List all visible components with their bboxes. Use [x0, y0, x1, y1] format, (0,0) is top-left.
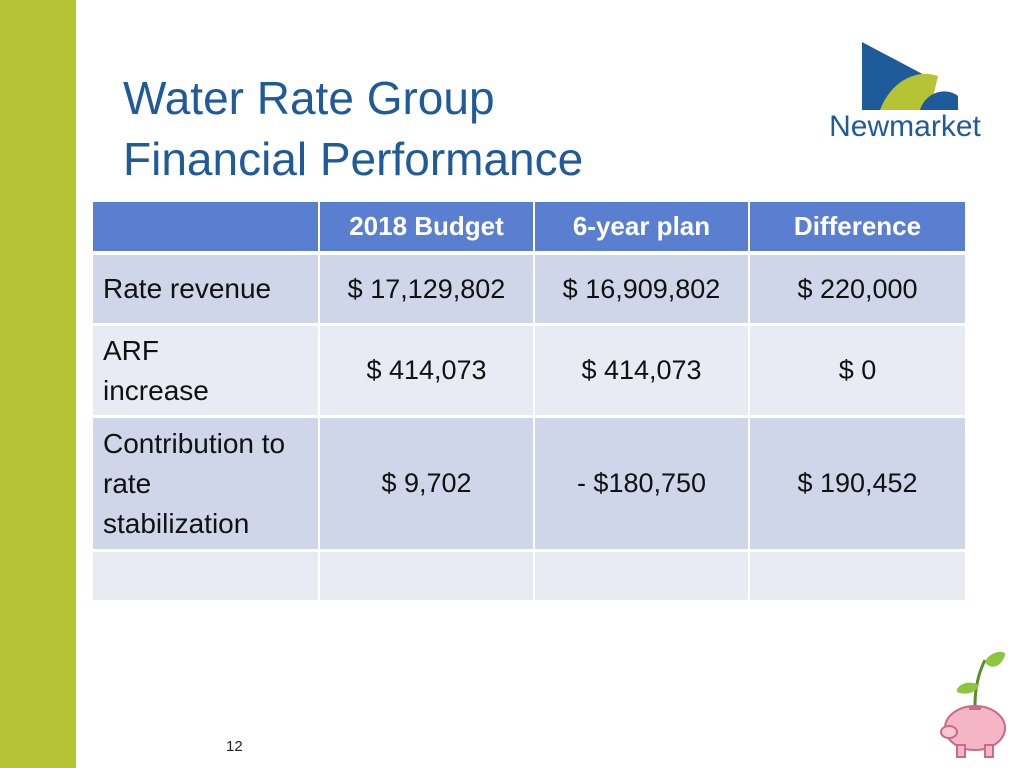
cell: $ 414,073: [535, 326, 748, 415]
title-line: Financial Performance: [123, 133, 584, 185]
side-bar: [0, 0, 76, 768]
cell: $ 0: [750, 326, 965, 415]
page-number: 12: [226, 738, 243, 755]
cell: $ 16,909,802: [535, 255, 748, 323]
header-cell: [93, 202, 318, 251]
empty-cell: [93, 552, 318, 600]
empty-cell: [750, 552, 965, 600]
row-label: Contribution to rate stabilization: [93, 418, 318, 549]
cell: $ 17,129,802: [320, 255, 533, 323]
title-line: Water Rate Group: [123, 72, 495, 124]
row-label: ARF increase: [93, 326, 318, 415]
logo: Newmarket: [829, 42, 982, 143]
cell: - $180,750: [535, 418, 748, 549]
cell: $ 9,702: [320, 418, 533, 549]
logo-text: Newmarket: [829, 110, 981, 143]
header-cell: Difference: [750, 202, 965, 251]
cell: $ 414,073: [320, 326, 533, 415]
header-cell: 6-year plan: [535, 202, 748, 251]
cell: $ 190,452: [750, 418, 965, 549]
header-cell: 2018 Budget: [320, 202, 533, 251]
empty-cell: [535, 552, 748, 600]
piggy-bank-icon: [940, 651, 1006, 758]
cell: $ 220,000: [750, 255, 965, 323]
row-label: Rate revenue: [93, 255, 318, 323]
empty-cell: [320, 552, 533, 600]
